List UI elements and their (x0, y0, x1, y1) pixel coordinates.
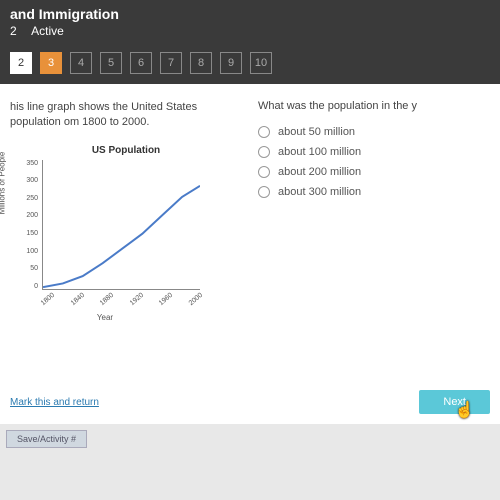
x-ticks: 1800 1840 1880 1920 1960 2000 (42, 301, 200, 308)
bottom-row: Mark this and return Next ☝ (10, 390, 490, 414)
question-nav: 2 3 4 5 6 7 8 9 10 (0, 44, 500, 84)
line-chart-svg (43, 160, 200, 289)
mark-return-link[interactable]: Mark this and return (10, 397, 99, 408)
y-ticks: 350 300 250 200 150 100 50 0 (20, 160, 38, 290)
graph-description: his line graph shows the United States p… (10, 100, 242, 131)
option-label: about 100 million (278, 146, 361, 158)
option-1[interactable]: about 50 million (258, 126, 490, 138)
option-4[interactable]: about 300 million (258, 186, 490, 198)
nav-item-9[interactable]: 9 (220, 52, 242, 74)
plot-area (42, 160, 200, 290)
nav-item-3[interactable]: 3 (40, 52, 62, 74)
option-label: about 50 million (278, 126, 355, 138)
content-panel: his line graph shows the United States p… (0, 84, 500, 424)
top-bar: and Immigration 2 Active (0, 0, 500, 44)
radio-icon (258, 166, 270, 178)
option-2[interactable]: about 100 million (258, 146, 490, 158)
radio-icon (258, 186, 270, 198)
y-axis-label: Millions of People (0, 151, 7, 214)
right-column: What was the population in the y about 5… (250, 100, 490, 408)
option-label: about 300 million (278, 186, 361, 198)
nav-item-6[interactable]: 6 (130, 52, 152, 74)
chart-title: US Population (10, 145, 242, 156)
chart-area: Millions of People 350 300 250 200 150 1… (10, 160, 200, 310)
cursor-icon: ☝ (455, 400, 475, 420)
lesson-title: and Immigration (10, 6, 490, 22)
left-column: his line graph shows the United States p… (10, 100, 250, 408)
x-axis-label: Year (97, 313, 113, 322)
next-button[interactable]: Next ☝ (419, 390, 490, 414)
section-number: 2 (10, 24, 17, 38)
nav-item-4[interactable]: 4 (70, 52, 92, 74)
nav-item-10[interactable]: 10 (250, 52, 272, 74)
chart-container: US Population Millions of People 350 300… (10, 145, 242, 310)
question-text: What was the population in the y (258, 100, 490, 112)
nav-item-8[interactable]: 8 (190, 52, 212, 74)
footer-tab[interactable]: Save/Activity # (6, 430, 87, 448)
radio-icon (258, 126, 270, 138)
option-label: about 200 million (278, 166, 361, 178)
tab-active[interactable]: Active (31, 24, 64, 38)
nav-item-2[interactable]: 2 (10, 52, 32, 74)
option-3[interactable]: about 200 million (258, 166, 490, 178)
nav-item-5[interactable]: 5 (100, 52, 122, 74)
radio-icon (258, 146, 270, 158)
nav-item-7[interactable]: 7 (160, 52, 182, 74)
